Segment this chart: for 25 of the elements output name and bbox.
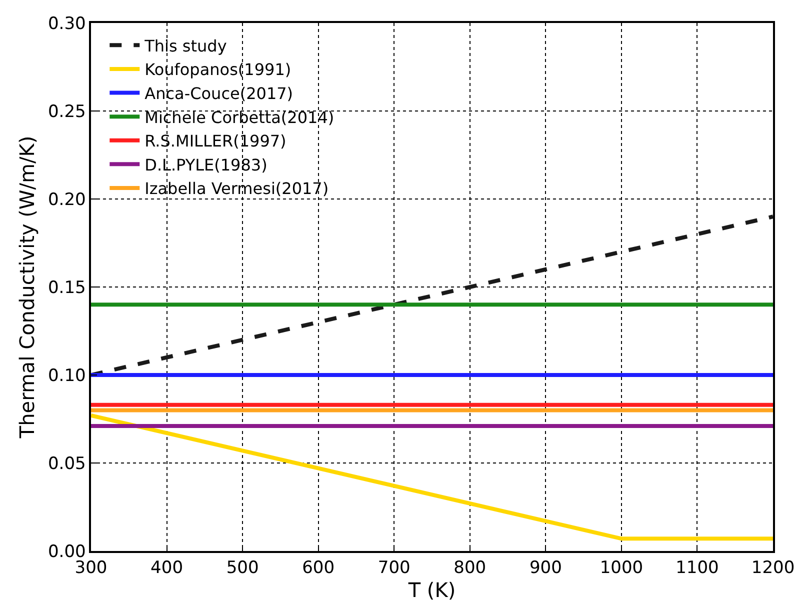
x-axis-title: T (K) [407, 578, 456, 602]
y-tick-label: 0.15 [48, 278, 86, 298]
y-tick-label: 0.25 [48, 102, 86, 122]
x-tick-label: 300 [74, 558, 108, 578]
y-tick-label: 0.30 [48, 14, 86, 34]
legend-label: Anca-Couce(2017) [144, 84, 294, 104]
legend-label: Koufopanos(1991) [144, 60, 292, 80]
legend-label: D.L.PYLE(1983) [144, 155, 268, 174]
x-tick-label: 800 [454, 558, 486, 578]
legend-label: Izabella Vermesi(2017) [144, 179, 329, 198]
legend-label: R.S.MILLER(1997) [144, 132, 286, 151]
x-tick-label: 400 [150, 558, 184, 578]
legend-label: This study [144, 36, 227, 56]
x-tick-label: 700 [378, 558, 410, 578]
y-tick-label: 0.10 [48, 366, 86, 386]
x-tick-label: 1000 [600, 558, 644, 578]
y-axis-title: Thermal Conductivity (W/m/K) [14, 136, 39, 440]
x-tick-label: 600 [302, 558, 335, 578]
x-tick-label: 900 [529, 558, 562, 578]
legend-label: Michele Corbetta(2014) [144, 108, 334, 127]
x-tick-label: 1100 [676, 558, 719, 578]
y-tick-label: 0.05 [48, 454, 86, 474]
x-tick-label: 1200 [751, 558, 795, 578]
y-tick-label: 0.20 [48, 190, 86, 210]
x-tick-label: 500 [226, 558, 259, 578]
